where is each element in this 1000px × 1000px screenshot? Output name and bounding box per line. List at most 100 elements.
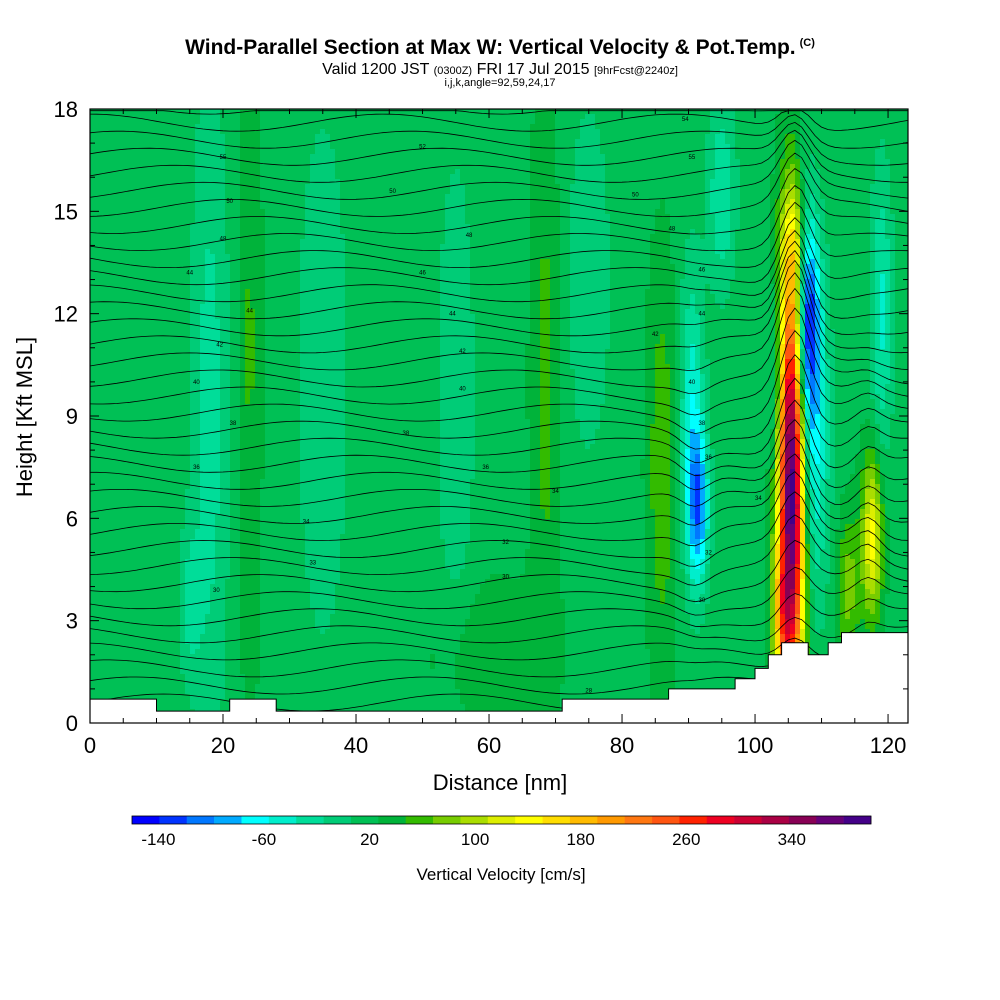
velocity-cell (810, 224, 816, 230)
velocity-cell (180, 249, 186, 255)
velocity-cell (430, 249, 436, 255)
velocity-cell (590, 249, 596, 255)
velocity-cell (595, 114, 601, 120)
velocity-cell (245, 149, 251, 155)
velocity-cell (395, 159, 401, 165)
velocity-cell (90, 249, 96, 255)
velocity-cell (345, 124, 351, 130)
velocity-cell (450, 144, 456, 150)
velocity-cell (365, 244, 371, 250)
velocity-cell (680, 199, 686, 205)
velocity-cell (110, 114, 116, 120)
velocity-cell (560, 229, 566, 235)
velocity-cell (275, 149, 281, 155)
velocity-cell (455, 154, 461, 160)
velocity-cell (885, 159, 891, 165)
velocity-cell (765, 224, 771, 230)
velocity-cell (445, 109, 451, 115)
velocity-cell (905, 254, 909, 260)
velocity-cell (640, 169, 646, 175)
velocity-cell (290, 154, 296, 160)
velocity-cell (610, 204, 616, 210)
velocity-cell (495, 159, 501, 165)
velocity-cell (655, 114, 661, 120)
velocity-cell (485, 114, 491, 120)
velocity-cell (345, 209, 351, 215)
velocity-cell (260, 179, 266, 185)
velocity-cell (260, 154, 266, 160)
velocity-cell (110, 249, 116, 255)
velocity-cell (355, 149, 361, 155)
velocity-cell (140, 189, 146, 195)
velocity-cell (520, 204, 526, 210)
velocity-cell (575, 144, 581, 150)
velocity-cell (215, 219, 221, 225)
velocity-cell (200, 109, 206, 115)
velocity-cell (365, 184, 371, 190)
velocity-cell (570, 239, 576, 245)
velocity-cell (735, 229, 741, 235)
velocity-cell (340, 244, 346, 250)
velocity-cell (845, 154, 851, 160)
velocity-cell (815, 254, 821, 260)
velocity-cell (545, 159, 551, 165)
velocity-cell (200, 134, 206, 140)
velocity-cell (795, 174, 801, 180)
velocity-cell (830, 119, 836, 125)
velocity-cell (675, 179, 681, 185)
velocity-cell (585, 254, 591, 260)
velocity-cell (520, 194, 526, 200)
velocity-cell (390, 109, 396, 115)
velocity-cell (160, 139, 166, 145)
velocity-cell (545, 149, 551, 155)
velocity-cell (300, 159, 306, 165)
velocity-cell (155, 139, 161, 145)
velocity-cell (630, 164, 636, 170)
velocity-cell (710, 154, 716, 160)
velocity-cell (190, 124, 196, 130)
velocity-cell (620, 149, 626, 155)
velocity-cell (310, 154, 316, 160)
velocity-cell (110, 204, 116, 210)
velocity-cell (820, 124, 826, 130)
velocity-cell (165, 114, 171, 120)
velocity-cell (900, 149, 906, 155)
velocity-cell (610, 214, 616, 220)
velocity-cell (255, 204, 261, 210)
velocity-cell (770, 154, 776, 160)
velocity-cell (310, 174, 316, 180)
velocity-cell (610, 224, 616, 230)
velocity-cell (450, 209, 456, 215)
velocity-cell (135, 124, 141, 130)
velocity-cell (195, 239, 201, 245)
velocity-cell (715, 119, 721, 125)
velocity-cell (210, 149, 216, 155)
velocity-cell (520, 129, 526, 135)
velocity-cell (200, 169, 206, 175)
velocity-cell (100, 229, 106, 235)
velocity-cell (460, 204, 466, 210)
velocity-cell (220, 119, 226, 125)
velocity-cell (270, 184, 276, 190)
velocity-cell (535, 164, 541, 170)
velocity-cell (810, 234, 816, 240)
velocity-cell (100, 169, 106, 175)
velocity-cell (90, 109, 96, 115)
velocity-cell (200, 154, 206, 160)
velocity-cell (280, 219, 286, 225)
velocity-cell (640, 179, 646, 185)
velocity-cell (495, 149, 501, 155)
velocity-cell (135, 109, 141, 115)
velocity-cell (235, 164, 241, 170)
velocity-cell (545, 244, 551, 250)
velocity-cell (480, 229, 486, 235)
velocity-cell (205, 204, 211, 210)
velocity-cell (555, 124, 561, 130)
velocity-cell (250, 199, 256, 205)
velocity-cell (105, 224, 111, 230)
velocity-cell (665, 209, 671, 215)
velocity-cell (700, 194, 706, 200)
velocity-cell (415, 144, 421, 150)
velocity-cell (840, 134, 846, 140)
velocity-cell (195, 229, 201, 235)
